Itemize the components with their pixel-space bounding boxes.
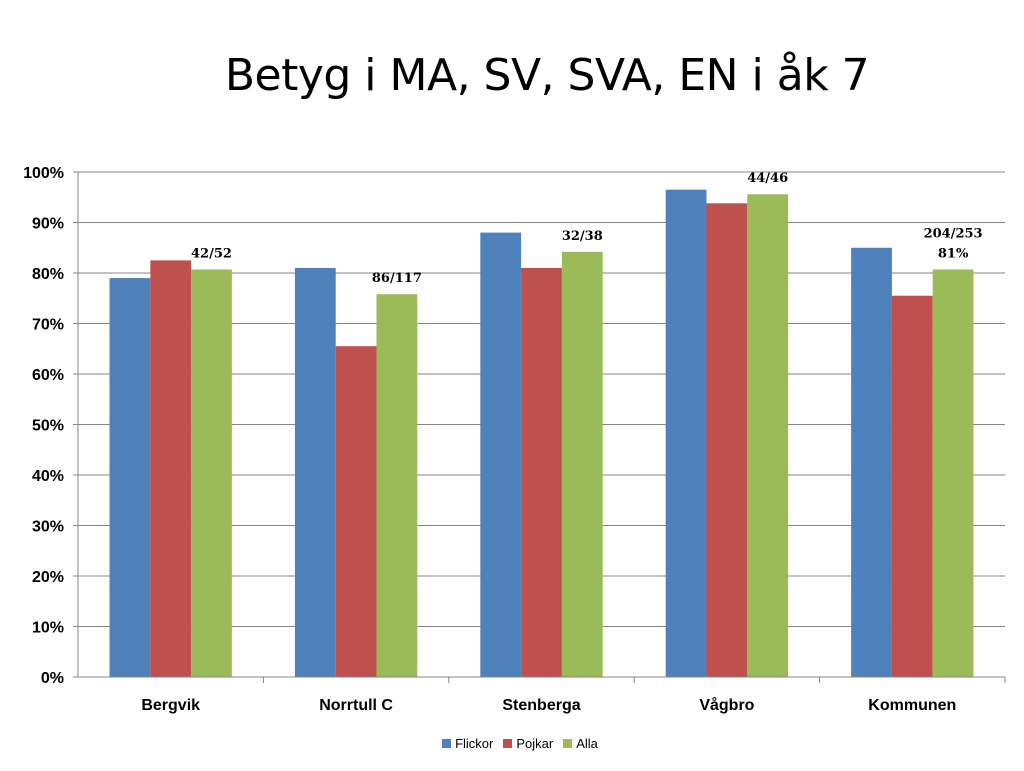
y-tick-label: 50% xyxy=(32,418,64,435)
legend: Flickor Pojkar Alla xyxy=(0,736,1024,751)
y-tick-label: 60% xyxy=(32,367,64,384)
legend-item: Pojkar xyxy=(503,736,553,751)
y-tick-label: 20% xyxy=(32,569,64,586)
data-label: 32/38 xyxy=(562,229,603,244)
x-category-label: Norrtull C xyxy=(319,697,393,714)
x-category-label: Bergvik xyxy=(141,697,200,714)
data-label: 44/46 xyxy=(747,171,788,186)
bar xyxy=(851,247,892,677)
legend-label: Flickor xyxy=(455,736,494,751)
y-tick-label: 10% xyxy=(32,620,64,637)
chart-title: Betyg i MA, SV, SVA, EN i åk 7 xyxy=(224,50,870,101)
y-tick-label: 90% xyxy=(32,216,64,233)
y-tick-label: 100% xyxy=(23,165,64,182)
legend-swatch xyxy=(442,739,452,748)
bar xyxy=(335,346,377,677)
bar xyxy=(480,232,522,677)
y-tick-label: 0% xyxy=(41,670,64,687)
legend-label: Alla xyxy=(576,736,598,751)
data-label: 204/253 xyxy=(924,226,983,241)
bar xyxy=(294,267,336,677)
bar xyxy=(561,251,603,678)
bar xyxy=(706,203,748,677)
bar xyxy=(932,269,974,677)
legend-swatch xyxy=(563,739,573,748)
x-category-label: Kommunen xyxy=(868,697,956,714)
bar xyxy=(191,269,232,677)
data-label: 86/117 xyxy=(372,271,422,286)
bar xyxy=(150,260,192,677)
bar xyxy=(891,295,933,677)
y-tick-labels: 0% 10% 20% 30% 40% 50% 60% 70% 80% 90% 100% xyxy=(23,165,64,687)
data-labels: 42/52 86/117 32/38 44/46 204/253 81% xyxy=(191,171,983,286)
x-category-label: Vågbro xyxy=(699,696,754,714)
y-tick-label: 80% xyxy=(32,266,64,283)
bar xyxy=(109,278,151,677)
bars xyxy=(109,189,974,678)
data-label: 81% xyxy=(938,246,969,261)
bar xyxy=(376,294,418,677)
bar xyxy=(521,267,562,677)
legend-item: Alla xyxy=(563,736,598,751)
y-tick-label: 30% xyxy=(32,519,64,536)
legend-item: Flickor xyxy=(442,736,493,751)
y-tick-label: 40% xyxy=(32,468,64,485)
legend-swatch xyxy=(503,739,513,748)
bar xyxy=(665,189,707,678)
legend-label: Pojkar xyxy=(516,736,554,751)
data-label: 42/52 xyxy=(191,246,232,261)
axes xyxy=(73,171,1006,683)
x-category-label: Stenberga xyxy=(502,697,580,714)
x-category-labels: Bergvik Norrtull C Stenberga Vågbro Kommunen xyxy=(141,696,956,714)
bar xyxy=(747,194,789,677)
y-tick-label: 70% xyxy=(32,317,64,334)
